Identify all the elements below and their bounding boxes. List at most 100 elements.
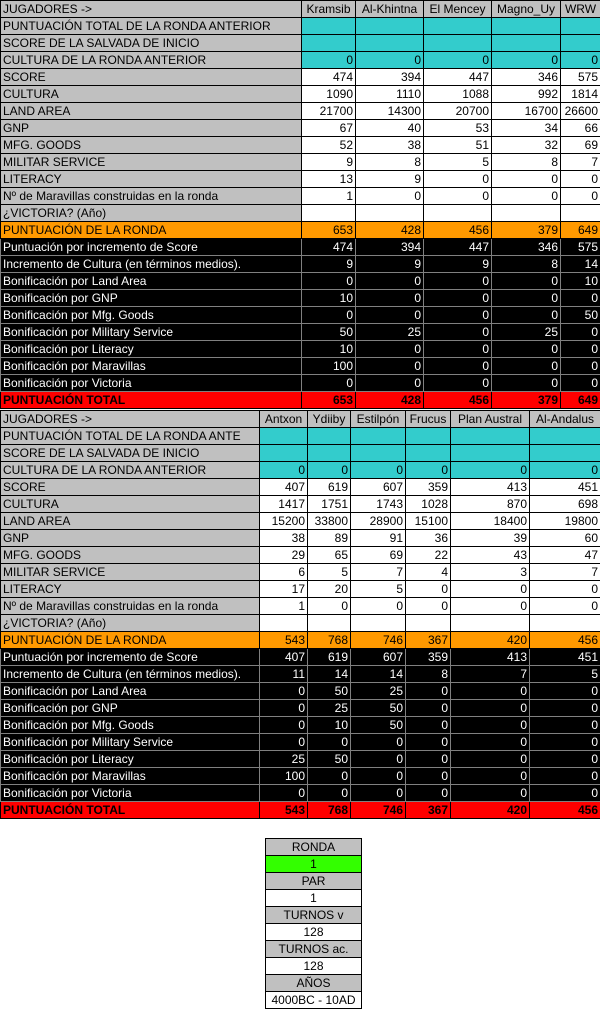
cell-value: 13 <box>301 170 356 188</box>
row-label: LAND AREA <box>0 512 260 530</box>
cell-value: 870 <box>450 495 530 513</box>
header-label: JUGADORES -> <box>0 410 260 428</box>
info-row: 128 <box>265 957 362 975</box>
cell-value: 15100 <box>405 512 451 530</box>
data-row: Nº de Maravillas construidas en la ronda… <box>0 187 600 205</box>
cell-value: 619 <box>307 648 351 666</box>
data-row: Puntuación por incremento de Score 474 394… <box>0 238 600 256</box>
cell-value: 0 <box>529 716 600 734</box>
cell-value: 1417 <box>259 495 308 513</box>
row-label: Bonificación por Victoria <box>0 784 260 802</box>
row-label: CULTURA DE LA RONDA ANTERIOR <box>0 51 302 69</box>
cell-value: 50 <box>350 716 406 734</box>
cell-value: 0 <box>307 597 351 615</box>
cell-value: 0 <box>405 767 451 785</box>
row-label: PUNTUACIÓN DE LA RONDA <box>0 631 260 649</box>
cell-value: 14 <box>307 665 351 683</box>
info-label: PAR <box>265 872 362 890</box>
cell-value: 7 <box>529 563 600 581</box>
cell-value: 0 <box>301 306 356 324</box>
cell-value: 0 <box>307 461 351 479</box>
cell-value: 25 <box>491 323 561 341</box>
row-label: PUNTUACIÓN TOTAL <box>0 391 302 409</box>
cell-value: 0 <box>301 51 356 69</box>
cell-value: 0 <box>350 767 406 785</box>
cell-value: 25 <box>355 323 424 341</box>
info-label: RONDA <box>265 838 362 856</box>
data-row: PUNTUACIÓN TOTAL 543 768 746 367 420 456 <box>0 801 600 819</box>
cell-value: 0 <box>355 51 424 69</box>
row-label: Incremento de Cultura (en términos medio… <box>0 665 260 683</box>
cell-value: 40 <box>355 119 424 137</box>
cell-value: 33800 <box>307 512 351 530</box>
cell-value: 0 <box>307 767 351 785</box>
cell-value <box>423 34 492 52</box>
cell-value: 0 <box>450 767 530 785</box>
cell-value <box>423 17 492 35</box>
info-label: TURNOS v <box>265 906 362 924</box>
cell-value <box>560 204 600 222</box>
cell-value: 451 <box>529 478 600 496</box>
cell-value: 1 <box>259 597 308 615</box>
cell-value: 0 <box>491 340 561 358</box>
data-row: Nº de Maravillas construidas en la ronda… <box>0 597 600 615</box>
data-row: SCORE 474 394 447 346 575 <box>0 68 600 86</box>
header-row: JUGADORES -> Kramsib Al-Khintna El Mencey Ma… <box>0 0 600 18</box>
cell-value: 0 <box>560 51 600 69</box>
cell-value <box>355 17 424 35</box>
cell-value: 0 <box>529 597 600 615</box>
cell-value: 15200 <box>259 512 308 530</box>
data-row: PUNTUACIÓN TOTAL 653 428 456 379 649 <box>0 391 600 409</box>
cell-value: 0 <box>423 323 492 341</box>
data-row: MFG. GOODS 52 38 51 32 69 <box>0 136 600 154</box>
cell-value: 575 <box>560 238 600 256</box>
cell-value: 0 <box>355 374 424 392</box>
player-name: Ydiiby <box>307 410 351 428</box>
cell-value: 6 <box>259 563 308 581</box>
cell-value: 0 <box>423 357 492 375</box>
cell-value: 50 <box>307 682 351 700</box>
data-row: LITERACY 13 9 0 0 0 <box>0 170 600 188</box>
cell-value: 0 <box>405 733 451 751</box>
row-label: GNP <box>0 119 302 137</box>
cell-value <box>405 444 451 462</box>
data-row: Bonificación por Victoria 0 0 0 0 0 <box>0 374 600 392</box>
cell-value: 420 <box>450 801 530 819</box>
cell-value: 456 <box>423 221 492 239</box>
cell-value <box>301 34 356 52</box>
cell-value: 0 <box>491 289 561 307</box>
cell-value: 456 <box>529 631 600 649</box>
cell-value: 0 <box>423 306 492 324</box>
cell-value <box>259 614 308 632</box>
cell-value: 0 <box>355 306 424 324</box>
cell-value: 10 <box>307 716 351 734</box>
cell-value: 0 <box>450 461 530 479</box>
cell-value: 14 <box>560 255 600 273</box>
cell-value: 47 <box>529 546 600 564</box>
score-table: JUGADORES -> Antxon Ydiiby Estilpón Frucus Pl… <box>0 410 600 819</box>
cell-value: 394 <box>355 238 424 256</box>
cell-value: 0 <box>355 357 424 375</box>
cell-value: 359 <box>405 648 451 666</box>
cell-value: 0 <box>350 784 406 802</box>
cell-value: 0 <box>529 682 600 700</box>
cell-value: 53 <box>423 119 492 137</box>
cell-value: 653 <box>301 391 356 409</box>
row-label: Bonificación por Maravillas <box>0 767 260 785</box>
cell-value: 0 <box>307 784 351 802</box>
cell-value: 0 <box>560 170 600 188</box>
row-label: Bonificación por Military Service <box>0 733 260 751</box>
cell-value <box>307 444 351 462</box>
info-row: 128 <box>265 923 362 941</box>
cell-value: 0 <box>560 289 600 307</box>
cell-value: 28900 <box>350 512 406 530</box>
cell-value: 653 <box>301 221 356 239</box>
cell-value: 0 <box>423 289 492 307</box>
data-row: SCORE DE LA SALVADA DE INICIO <box>0 444 600 462</box>
player-name: Plan Austral <box>450 410 530 428</box>
cell-value: 0 <box>355 340 424 358</box>
cell-value <box>450 444 530 462</box>
cell-value: 32 <box>491 136 561 154</box>
cell-value: 0 <box>450 597 530 615</box>
cell-value: 992 <box>491 85 561 103</box>
